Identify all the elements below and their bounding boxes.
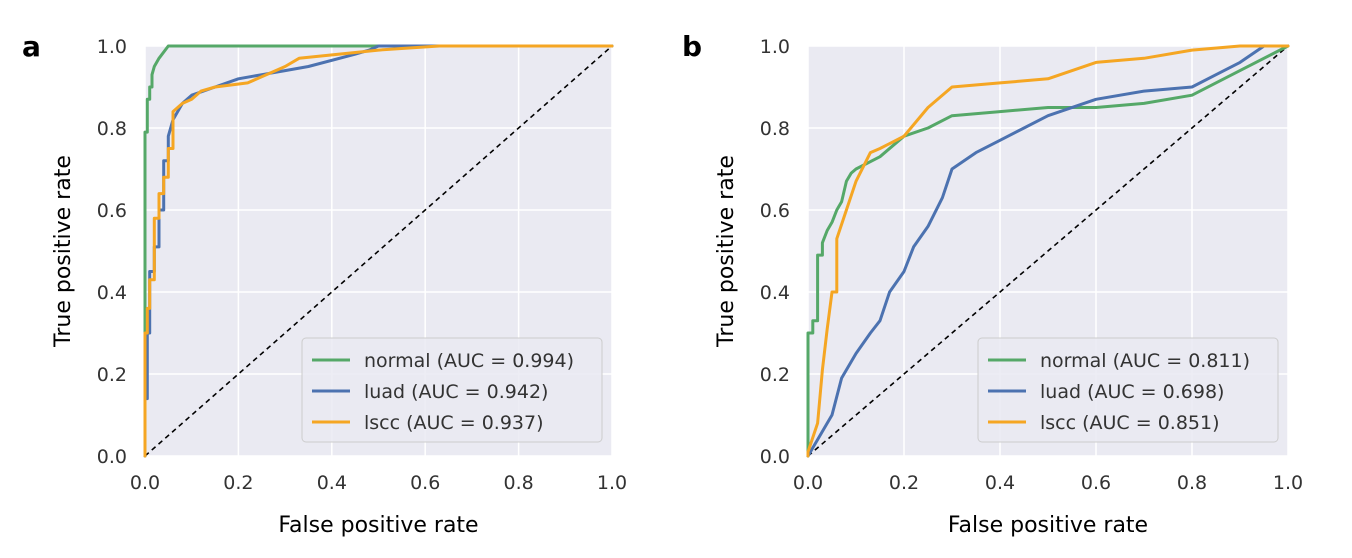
panel-letter: a: [22, 30, 41, 63]
legend-entry: normal (AUC = 0.994): [364, 350, 574, 372]
y-tick-label: 0.2: [97, 364, 127, 386]
y-tick-label: 1.0: [760, 36, 790, 58]
x-tick-label: 0.4: [317, 472, 347, 494]
y-tick-label: 0.6: [760, 200, 790, 222]
y-tick-label: 0.2: [760, 364, 790, 386]
x-tick-label: 0.2: [889, 472, 919, 494]
y-tick-label: 0.6: [97, 200, 127, 222]
y-axis-label: True positive rate: [714, 155, 739, 348]
x-axis-label: False positive rate: [948, 513, 1148, 538]
y-tick-label: 1.0: [97, 36, 127, 58]
x-tick-label: 0.0: [793, 472, 823, 494]
panel-b: 0.0 0.2 0.4 0.6 0.8 1.0 0.0 0.2 0.4 0.6 0.8 1.0 Fals…: [682, 30, 1303, 538]
legend: normal (AUC = 0.811) luad (AUC = 0.698) ls…: [977, 337, 1279, 443]
roc-curve-lscc: [806, 44, 1290, 458]
chance-diagonal-line: [807, 45, 1289, 457]
x-tick-label: 1.0: [597, 472, 627, 494]
roc-curve-luad: [806, 44, 1266, 458]
roc-curve-lscc: [143, 44, 614, 458]
x-tick-label: 0.6: [410, 472, 440, 494]
legend-entry: lscc (AUC = 0.937): [364, 412, 544, 434]
y-tick-label: 0.4: [97, 282, 127, 304]
y-tick-label: 0.0: [760, 446, 790, 468]
y-axis-label: True positive rate: [51, 155, 76, 348]
x-tick-label: 0.8: [1177, 472, 1207, 494]
legend-entry: luad (AUC = 0.698): [1040, 381, 1224, 403]
legend-box: [301, 337, 603, 443]
panel-letter: b: [682, 30, 702, 63]
legend-entry: normal (AUC = 0.811): [1040, 350, 1250, 372]
x-tick-label: 0.2: [223, 472, 253, 494]
legend: normal (AUC = 0.994) luad (AUC = 0.942) ls…: [301, 337, 603, 443]
chance-diagonal-line: [144, 45, 613, 457]
x-axis-label: False positive rate: [278, 513, 478, 538]
y-tick-label: 0.8: [97, 118, 127, 140]
x-tick-label: 0.6: [1081, 472, 1111, 494]
x-tick-label: 0.0: [130, 472, 160, 494]
panel-a: 0.0 0.2 0.4 0.6 0.8 1.0 0.0 0.2 0.4 0.6 0.8 1.0 Fals…: [22, 30, 627, 538]
y-tick-label: 0.0: [97, 446, 127, 468]
legend-box: [977, 337, 1279, 443]
roc-curve-normal: [143, 44, 614, 458]
roc-curve-normal: [806, 44, 1290, 458]
legend-entry: luad (AUC = 0.942): [364, 381, 548, 403]
y-tick-label: 0.4: [760, 282, 790, 304]
y-tick-label: 0.8: [760, 118, 790, 140]
x-tick-label: 0.8: [503, 472, 533, 494]
x-tick-label: 1.0: [1273, 472, 1303, 494]
legend-entry: lscc (AUC = 0.851): [1040, 412, 1220, 434]
x-tick-label: 0.4: [985, 472, 1015, 494]
